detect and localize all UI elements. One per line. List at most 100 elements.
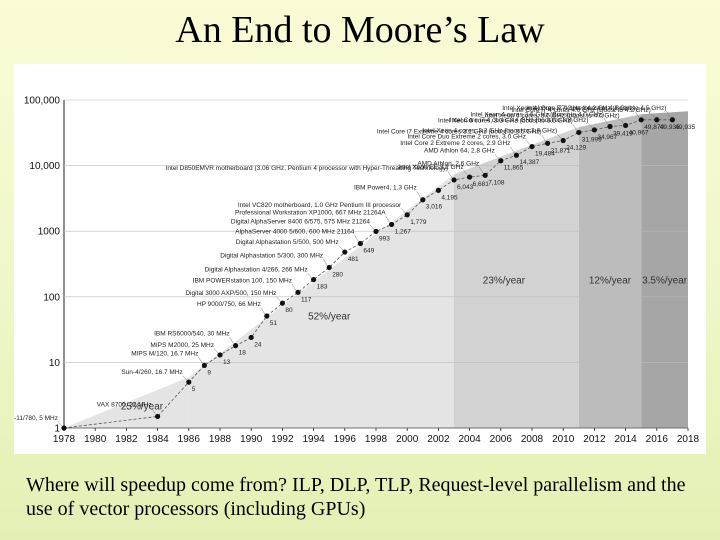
data-point-0 bbox=[61, 425, 67, 431]
annotation-leader-22 bbox=[494, 154, 499, 159]
processor-label-23: Intel Core 2 Extreme 2 cores, 2.9 GHz bbox=[400, 140, 510, 147]
annotation-leader-2 bbox=[182, 375, 187, 381]
processor-label-22: AMD Athlon 64, 2.8 GHz bbox=[424, 148, 495, 155]
x-tick-label-14: 2006 bbox=[490, 434, 513, 445]
annotation-leader-31 bbox=[634, 111, 640, 118]
data-point-22 bbox=[498, 158, 504, 164]
processor-label-10: Digital Alphastation 4/266, 266 MHz bbox=[205, 267, 308, 274]
x-tick-label-7: 1992 bbox=[271, 434, 294, 445]
x-tick-label-20: 2018 bbox=[677, 434, 700, 445]
y-tick-label-2: 100 bbox=[43, 292, 60, 303]
slide-caption: Where will speedup come from? ILP, DLP, … bbox=[26, 474, 686, 520]
annotation-leader-0 bbox=[57, 421, 63, 427]
data-value-label-21: 7,108 bbox=[488, 179, 505, 186]
data-point-29 bbox=[607, 123, 613, 130]
data-value-label-27: 31,999 bbox=[582, 136, 602, 143]
annotation-leader-8 bbox=[276, 296, 281, 302]
x-tick-label-4: 1986 bbox=[178, 434, 201, 445]
annotation-leader-27 bbox=[572, 123, 578, 131]
data-point-27 bbox=[576, 129, 582, 136]
data-value-label-23: 14,387 bbox=[519, 159, 539, 166]
x-tick-label-16: 2010 bbox=[552, 434, 575, 445]
data-point-25 bbox=[545, 140, 551, 146]
processor-label-8: Digital 3000 AXP/500, 150 MHz bbox=[185, 290, 276, 297]
processor-label-16: Intel VC820 motherboard, 1.0 GHz Pentium… bbox=[238, 202, 402, 209]
data-point-32 bbox=[654, 117, 660, 123]
annotation-leader-7 bbox=[260, 307, 266, 315]
data-point-30 bbox=[623, 122, 629, 129]
y-tick-label-0: 1 bbox=[54, 424, 60, 435]
data-point-8 bbox=[279, 300, 285, 306]
growth-rate-label-1: 25%/year bbox=[121, 402, 164, 413]
data-value-label-18: 4,195 bbox=[441, 194, 458, 201]
data-value-label-16: 1,779 bbox=[410, 219, 427, 226]
y-tick-label-5: 100,000 bbox=[24, 96, 61, 107]
processor-label-29: Intel Xeon 4 cores 3.6 GHz (Boost to 4.0… bbox=[470, 112, 604, 119]
data-point-14 bbox=[373, 228, 379, 235]
annotation-leader-16 bbox=[401, 208, 406, 213]
data-point-15 bbox=[389, 221, 395, 228]
y-tick-label-3: 1000 bbox=[38, 227, 61, 238]
data-value-label-2: 5 bbox=[192, 386, 196, 393]
data-point-7 bbox=[264, 313, 270, 319]
data-point-28 bbox=[591, 127, 598, 133]
growth-region-4 bbox=[578, 114, 642, 429]
y-tick-label-4: 10,000 bbox=[29, 161, 60, 172]
data-point-23 bbox=[513, 152, 519, 158]
data-value-label-24: 19,484 bbox=[535, 151, 555, 158]
data-point-13 bbox=[357, 240, 363, 247]
chart-panel: 25%/year 52%/year 23%/year 12%/year 3.5%/yea… bbox=[14, 64, 706, 454]
data-point-12 bbox=[342, 249, 348, 255]
x-tick-label-18: 2014 bbox=[614, 434, 637, 445]
trend-line bbox=[63, 119, 673, 429]
performance-chart: 25%/year 52%/year 23%/year 12%/year 3.5%/yea… bbox=[14, 96, 700, 446]
data-value-label-28: 34,967 bbox=[597, 134, 617, 141]
data-point-3 bbox=[201, 362, 207, 369]
data-point-16 bbox=[404, 212, 410, 218]
data-value-label-20: 6,681 bbox=[473, 181, 490, 188]
processor-label-19: Intel D850EMVR motherboard (3.06 GHz, Pe… bbox=[166, 165, 448, 172]
data-value-label-10: 183 bbox=[317, 284, 328, 291]
annotation-leader-25 bbox=[541, 134, 546, 142]
data-value-label-17: 3,016 bbox=[426, 204, 443, 211]
data-point-4 bbox=[217, 352, 223, 358]
annotation-leader-26 bbox=[557, 133, 562, 139]
data-value-label-11: 280 bbox=[332, 271, 343, 278]
annotation-leader-17 bbox=[416, 191, 422, 198]
x-tick-label-1: 1980 bbox=[84, 434, 107, 445]
growth-region-2 bbox=[188, 174, 455, 428]
processor-label-1: VAX 8700, 22 MHz bbox=[97, 401, 152, 408]
data-point-24 bbox=[529, 143, 535, 150]
processor-label-33: Intel Core i7 4 cores 4.2 GHz (Boost to … bbox=[527, 105, 666, 112]
data-value-label-9: 117 bbox=[301, 296, 312, 303]
annotation-leader-23 bbox=[510, 146, 515, 154]
data-point-19 bbox=[451, 177, 457, 183]
data-value-label-26: 24,129 bbox=[566, 145, 586, 152]
data-value-label-8: 80 bbox=[285, 307, 293, 314]
growth-rate-label-3: 23%/year bbox=[483, 275, 526, 286]
x-tick-label-11: 2000 bbox=[396, 434, 419, 445]
data-point-33 bbox=[669, 117, 676, 123]
annotation-leader-21 bbox=[478, 166, 484, 174]
x-tick-label-2: 1982 bbox=[115, 434, 138, 445]
annotation-leader-28 bbox=[588, 123, 593, 129]
data-value-label-3: 9 bbox=[207, 369, 211, 376]
slide-title: An End to Moore’s Law bbox=[175, 9, 545, 51]
x-tick-label-3: 1984 bbox=[146, 434, 169, 445]
processor-label-21: AMD Athlon, 2.6 GHz bbox=[417, 160, 479, 167]
growth-rate-label-4: 12%/year bbox=[589, 275, 632, 286]
data-value-label-29: 39,419 bbox=[613, 131, 633, 138]
growth-rate-label-5: 3.5%/year bbox=[642, 275, 688, 286]
annotation-leader-12 bbox=[338, 245, 343, 251]
growth-region-3 bbox=[454, 127, 579, 428]
data-point-11 bbox=[326, 264, 332, 271]
data-value-label-12: 481 bbox=[348, 256, 359, 263]
annotation-leader-19 bbox=[447, 171, 453, 179]
annotation-leader-24 bbox=[525, 139, 531, 145]
data-value-label-25: 21,871 bbox=[551, 147, 571, 154]
processor-label-28: Intel Core i7 4 cores 3.4 GHz (boost to … bbox=[450, 117, 589, 124]
processor-label-15: Professional Workstation XP1000, 667 MHz… bbox=[235, 209, 386, 216]
annotation-leader-10 bbox=[307, 272, 312, 278]
data-point-2 bbox=[186, 379, 192, 385]
data-point-10 bbox=[311, 276, 317, 283]
